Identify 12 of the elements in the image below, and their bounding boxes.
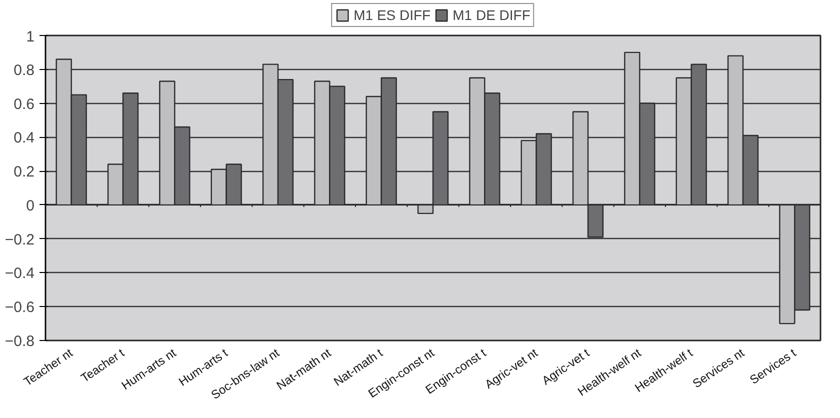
y-tick-label: −0.4 (4, 265, 35, 282)
y-tick-label: 0.2 (14, 164, 35, 181)
y-tick-label: 0.4 (14, 130, 35, 147)
y-tick-label: 1 (26, 28, 34, 46)
y-tick-label: 0 (26, 197, 34, 214)
legend-label: M1 ES DIFF (354, 7, 431, 23)
legend-label: M1 DE DIFF (452, 7, 530, 23)
y-tick-label: 0.6 (14, 96, 35, 113)
y-tick-label: −0.6 (4, 299, 35, 316)
y-tick-label: 0.8 (14, 62, 35, 79)
y-tick-label: −0.2 (4, 231, 35, 248)
y-tick-label: −0.8 (4, 333, 35, 350)
